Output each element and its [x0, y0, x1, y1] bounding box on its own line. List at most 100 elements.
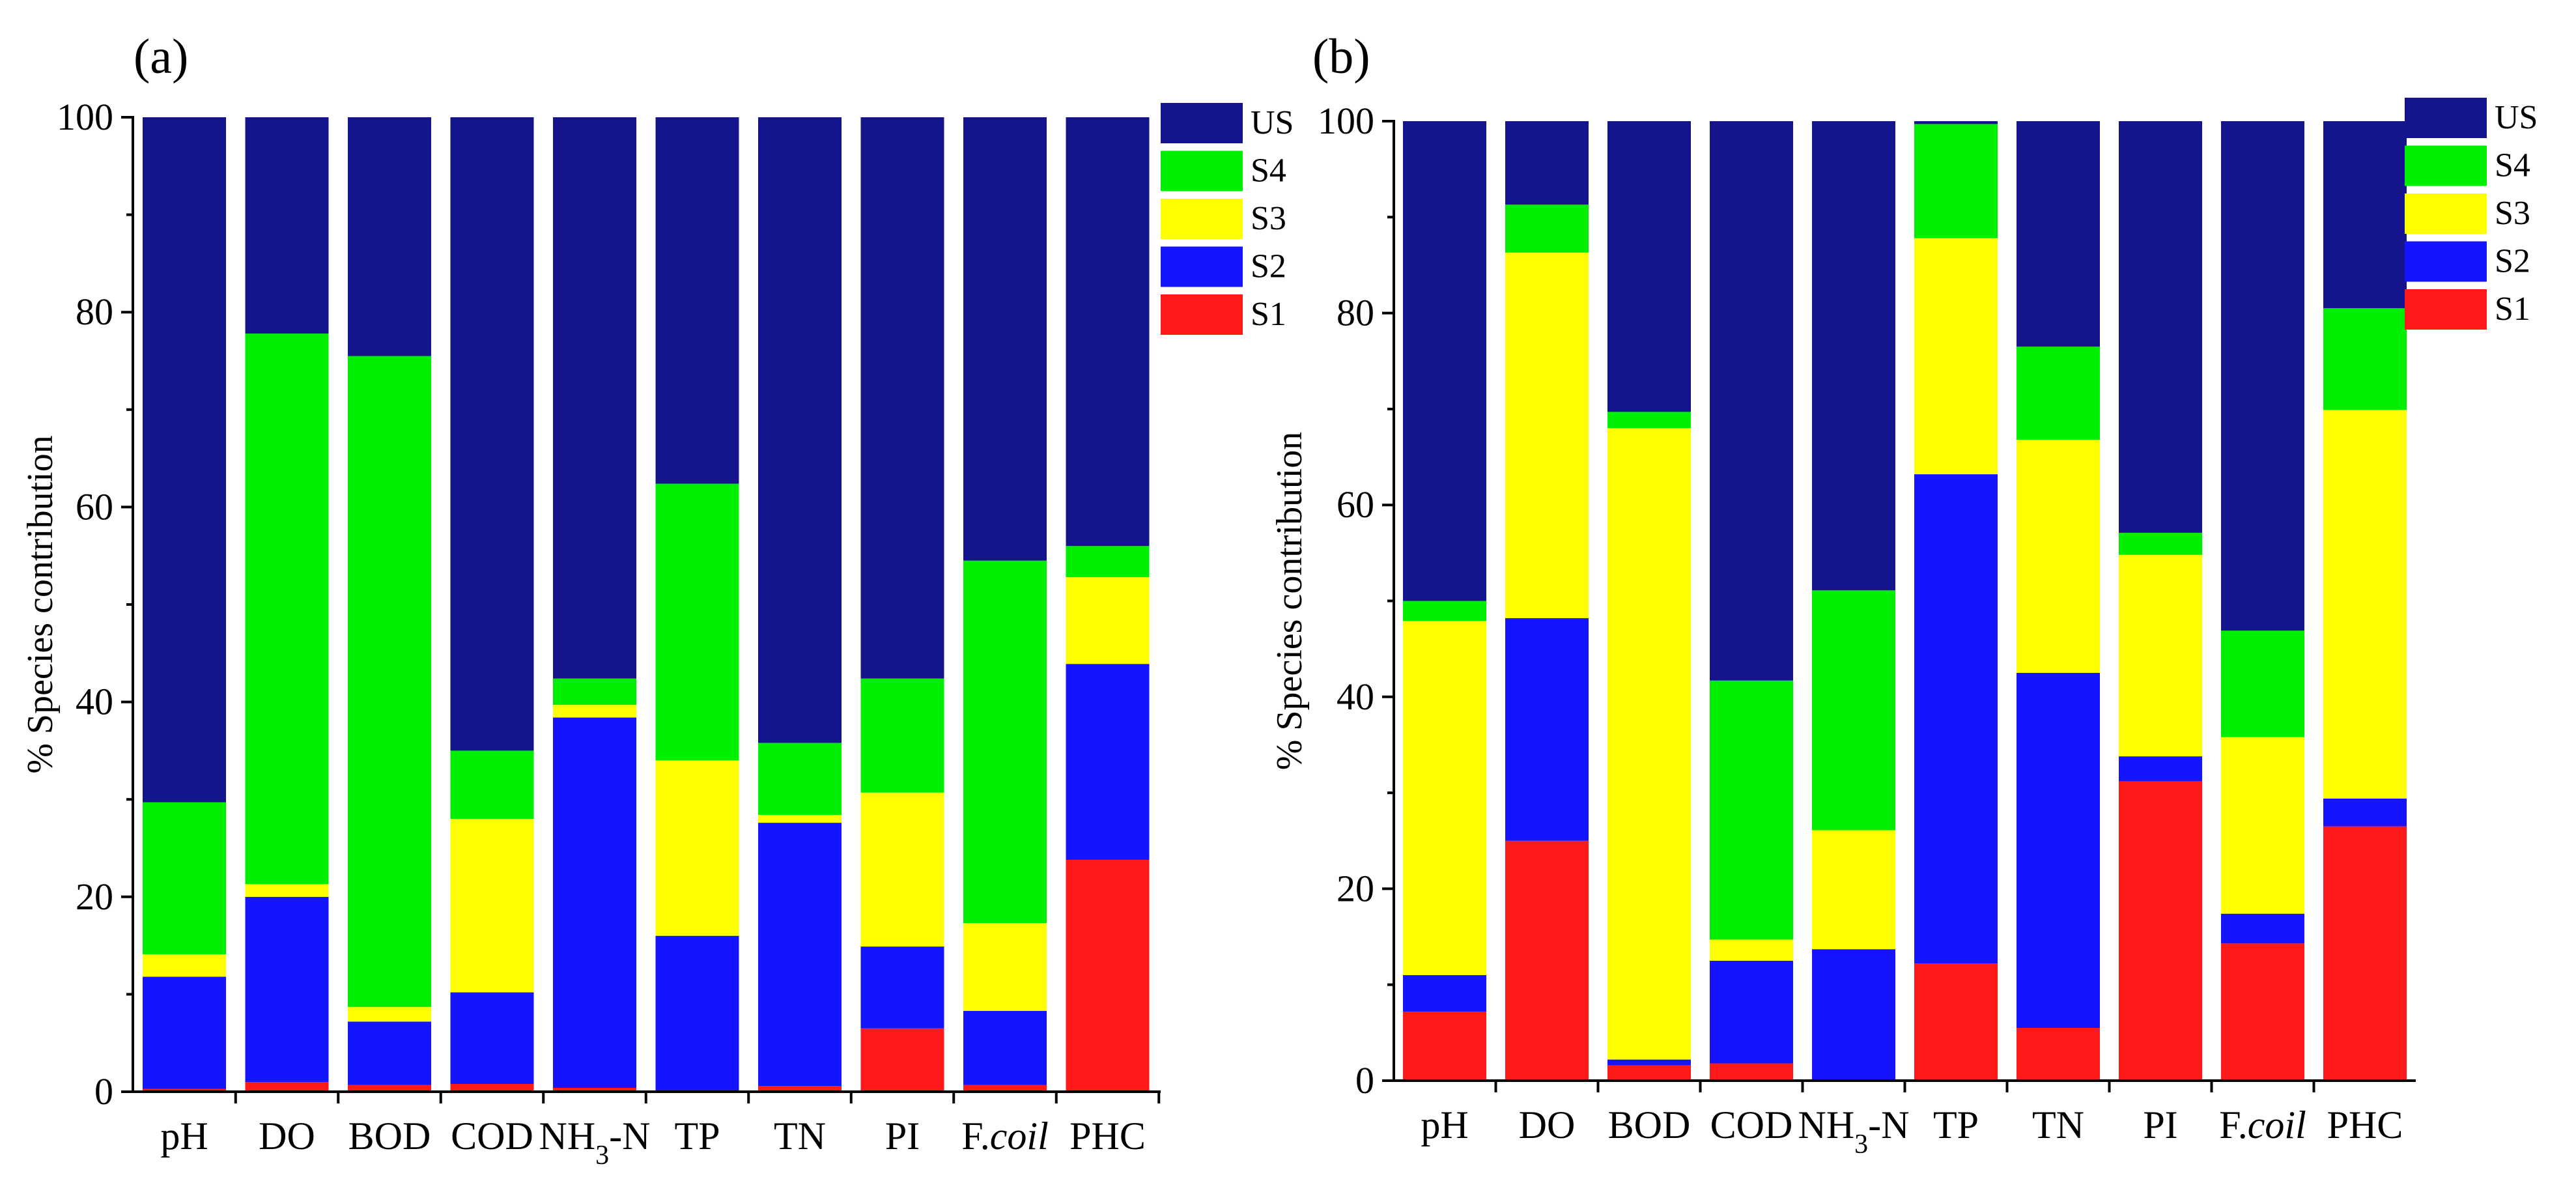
bar-s1 — [143, 1088, 226, 1092]
bar-us — [1403, 121, 1486, 601]
bar-us — [245, 117, 329, 334]
y-tick-label: 60 — [1337, 483, 1374, 526]
bar-us — [1505, 121, 1589, 205]
bar-s1 — [1710, 1063, 1793, 1081]
y-tick-label: 40 — [76, 681, 113, 723]
bar-s3 — [2323, 410, 2407, 799]
bar-us — [2323, 121, 2407, 309]
bar-s3 — [2221, 737, 2304, 914]
bar-s1 — [1403, 1011, 1486, 1081]
bar-s2 — [553, 717, 636, 1088]
y-tick-label: 60 — [76, 485, 113, 528]
bar-s1 — [1914, 963, 1998, 1081]
bar-s4 — [655, 483, 739, 761]
y-tick-label: 80 — [1337, 292, 1374, 334]
x-tick-label: NH3-N — [539, 1115, 651, 1171]
bar-s3 — [2017, 440, 2100, 673]
panel-label: (a) — [134, 29, 188, 84]
bar-s4 — [1812, 590, 1895, 831]
bar-s2 — [143, 976, 226, 1089]
bar-s4 — [1403, 601, 1486, 621]
bar-us — [655, 117, 739, 484]
bar-s4 — [1914, 124, 1998, 238]
legend-label-s3: S3 — [1251, 200, 1286, 237]
bar-s3 — [860, 792, 944, 947]
bar-s2 — [1607, 1059, 1691, 1066]
bar-s2 — [348, 1021, 431, 1085]
chart-panel-b: (b) 0 20 40 60 80 100 pH DO BOD COD NH3-N TP TN PI F.co… — [1269, 29, 2538, 1159]
bar-s1 — [1066, 859, 1150, 1092]
bar-s4 — [2017, 347, 2100, 440]
legend-label-s4: S4 — [1251, 152, 1286, 190]
bar-s1 — [2221, 943, 2304, 1081]
bar-s4 — [1607, 412, 1691, 429]
bar-s4 — [758, 743, 842, 816]
bar-s3 — [758, 815, 842, 823]
bar-s4 — [2221, 631, 2304, 737]
x-tick-label: COD — [451, 1115, 533, 1158]
bar-s4 — [348, 356, 431, 1007]
bar-us — [1607, 121, 1691, 412]
bar-us — [860, 117, 944, 679]
y-tick-label: 20 — [76, 875, 113, 918]
bar-us — [1914, 121, 1998, 124]
bar-s1 — [2323, 826, 2407, 1081]
legend-label-us: US — [2495, 99, 2538, 136]
chart-panel-a: (a) 0 20 40 60 80 100 pH DO BOD COD NH3-N TP TN PI F.co… — [20, 29, 1294, 1171]
bar-s3 — [553, 705, 636, 718]
legend-swatch-s3 — [2405, 193, 2487, 234]
bar-s1 — [553, 1088, 636, 1092]
bar-s4 — [245, 334, 329, 885]
panel-label: (b) — [1312, 29, 1370, 84]
bar-s4 — [1505, 205, 1589, 253]
bar-s3 — [450, 819, 534, 993]
x-tick-label: PI — [885, 1115, 920, 1158]
bar-s3 — [655, 760, 739, 936]
legend-swatch-s1 — [2405, 289, 2487, 330]
x-tick-label: DO — [1519, 1103, 1576, 1146]
x-tick-label: pH — [1421, 1103, 1468, 1146]
y-axis-title: % Species contribution — [20, 435, 61, 773]
x-tick-label: PHC — [2327, 1103, 2403, 1146]
bar-s2 — [2119, 756, 2202, 782]
bar-s2 — [2323, 798, 2407, 827]
bar-s1 — [860, 1028, 944, 1092]
x-tick-label: BOD — [1608, 1103, 1691, 1146]
legend-swatch-us — [2405, 98, 2487, 138]
bar-s1 — [1505, 840, 1589, 1081]
bar-s3 — [2119, 554, 2202, 757]
bar-s2 — [758, 823, 842, 1087]
y-tick-label: 40 — [1337, 675, 1374, 718]
bar-us — [2119, 121, 2202, 533]
bar-s2 — [1505, 618, 1589, 841]
y-tick-label: 20 — [1337, 867, 1374, 909]
bar-s1 — [245, 1082, 329, 1092]
bar-us — [450, 117, 534, 751]
legend-label-us: US — [1251, 104, 1294, 141]
x-tick-label: NH3-N — [1798, 1103, 1910, 1159]
legend-label-s1: S1 — [1251, 296, 1286, 333]
legend-swatch-us — [1161, 103, 1243, 143]
bar-s2 — [450, 992, 534, 1085]
bar-s3 — [1403, 621, 1486, 975]
bar-s4 — [2119, 532, 2202, 555]
bar-s2 — [1914, 474, 1998, 964]
bar-s2 — [1066, 664, 1150, 860]
bar-s4 — [1710, 680, 1793, 940]
y-axis-title: % Species contribution — [1269, 432, 1310, 770]
y-tick-label: 0 — [94, 1070, 113, 1113]
bar-s1 — [1607, 1065, 1691, 1081]
bar-s2 — [245, 896, 329, 1083]
bar-s2 — [963, 1010, 1047, 1085]
bar-s3 — [1607, 428, 1691, 1060]
x-tick-label: F.coil — [2219, 1103, 2306, 1146]
bar-s1 — [450, 1084, 534, 1092]
x-tick-label: PHC — [1069, 1115, 1146, 1158]
y-tick-label: 100 — [1318, 100, 1374, 142]
bar-s3 — [1066, 577, 1150, 664]
bar-s4 — [860, 678, 944, 793]
y-tick-label: 80 — [76, 291, 113, 333]
legend-label-s2: S2 — [1251, 248, 1286, 285]
legend: US S4 S3 S2 S1 — [2405, 98, 2538, 330]
